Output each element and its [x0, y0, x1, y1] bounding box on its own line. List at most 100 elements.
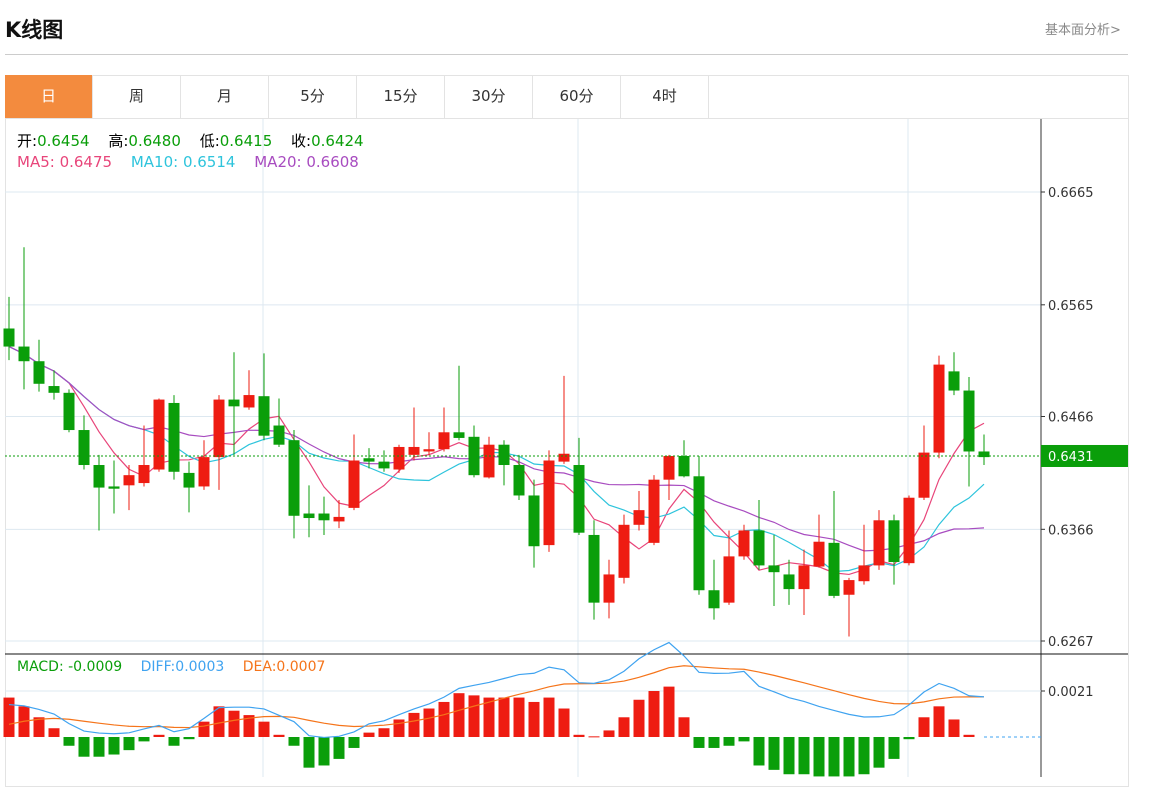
- candle-down: [528, 495, 540, 547]
- macd-bar: [693, 737, 705, 748]
- candle-up: [918, 452, 930, 498]
- tab-month[interactable]: 月: [181, 75, 269, 118]
- macd-bar: [108, 737, 120, 755]
- close-label: 收:: [291, 132, 312, 150]
- macd-bar: [93, 737, 105, 757]
- candle-up: [198, 457, 210, 487]
- candle-up: [138, 465, 150, 484]
- macd-bar: [288, 737, 300, 746]
- candle-down: [288, 440, 300, 516]
- candle-down: [453, 432, 465, 438]
- candle-down: [33, 361, 45, 384]
- candle-up: [618, 524, 630, 578]
- macd-bar: [198, 721, 210, 737]
- page-title: K线图: [5, 18, 64, 42]
- tab-30min[interactable]: 30分: [445, 75, 533, 118]
- candle-down: [363, 458, 375, 462]
- macd-bar: [618, 717, 630, 737]
- macd-bar: [528, 701, 540, 737]
- macd-bar: [543, 697, 555, 737]
- candle-up: [558, 453, 570, 462]
- candle-down: [963, 390, 975, 452]
- macd-bar: [483, 697, 495, 737]
- candle-down: [48, 386, 60, 393]
- macd-bar: [573, 734, 585, 737]
- tab-5min[interactable]: 5分: [269, 75, 357, 118]
- candle-down: [228, 399, 240, 407]
- tab-week[interactable]: 周: [93, 75, 181, 118]
- candle-up: [213, 399, 225, 458]
- candle-up: [603, 574, 615, 603]
- diff-label: DIFF:: [140, 659, 176, 675]
- period-tabs: 日 周 月 5分 15分 30分 60分 4时: [5, 75, 1128, 119]
- macd-bar: [3, 697, 15, 737]
- ohlc-legend: 开:0.6454 高:0.6480 低:0.6415 收:0.6424: [17, 130, 368, 151]
- macd-bar: [558, 708, 570, 737]
- open-value: 0.6454: [37, 132, 90, 150]
- macd-bar: [168, 737, 180, 746]
- price-tick-label: 0.6466: [1048, 411, 1094, 426]
- macd-bar: [648, 691, 660, 737]
- candle-down: [888, 520, 900, 563]
- macd-bar: [138, 737, 150, 742]
- macd-bar: [633, 699, 645, 737]
- macd-bar: [918, 717, 930, 737]
- diff-value: 0.0003: [175, 659, 225, 675]
- candle-down: [3, 328, 15, 347]
- candle-up: [123, 475, 135, 486]
- candle-up: [423, 449, 435, 452]
- macd-bar: [603, 730, 615, 737]
- macd-bar: [393, 719, 405, 737]
- macd-bar: [948, 719, 960, 737]
- candle-up: [348, 460, 360, 508]
- candle-up: [648, 479, 660, 543]
- macd-bar: [768, 737, 780, 770]
- macd-bar: [828, 737, 840, 777]
- candle-up: [243, 395, 255, 408]
- diff-line: [8, 641, 985, 739]
- current-price-label: 0.6431: [1048, 450, 1094, 465]
- candle-up: [813, 541, 825, 567]
- tab-60min[interactable]: 60分: [533, 75, 621, 118]
- candle-up: [933, 364, 945, 453]
- candle-down: [708, 590, 720, 609]
- tab-4hour[interactable]: 4时: [621, 75, 709, 118]
- candle-down: [258, 396, 270, 436]
- macd-bar: [123, 737, 135, 751]
- candle-up: [438, 432, 450, 450]
- macd-bar: [873, 737, 885, 768]
- candle-down: [303, 513, 315, 519]
- macd-bar: [423, 708, 435, 737]
- macd-bar: [78, 737, 90, 757]
- macd-bar: [903, 737, 915, 740]
- macd-bar: [588, 736, 600, 738]
- macd-bar: [723, 737, 735, 746]
- candle-down: [378, 461, 390, 469]
- low-value: 0.6415: [219, 132, 273, 150]
- fundamental-analysis-link[interactable]: 基本面分析>: [1045, 23, 1121, 38]
- macd-bar: [33, 717, 45, 737]
- price-tick-label: 0.6565: [1048, 299, 1094, 314]
- macd-bar: [378, 728, 390, 737]
- macd-bar: [963, 734, 975, 737]
- open-label: 开:: [17, 132, 38, 150]
- ma10-value: MA10: 0.6514: [130, 153, 236, 171]
- divider: [5, 54, 1128, 55]
- ma5-value: MA5: 0.6475: [17, 153, 113, 171]
- candle-down: [513, 465, 525, 496]
- macd-legend: MACD: -0.0009 DIFF:0.0003 DEA:0.0007: [17, 659, 329, 675]
- candle-down: [63, 392, 75, 431]
- tab-15min[interactable]: 15分: [357, 75, 445, 118]
- macd-bar: [798, 737, 810, 775]
- macd-bar: [213, 706, 225, 737]
- candle-down: [678, 455, 690, 477]
- macd-bar: [678, 717, 690, 737]
- candle-up: [798, 565, 810, 590]
- tab-day[interactable]: 日: [5, 75, 93, 118]
- macd-bar: [843, 737, 855, 777]
- candle-down: [18, 346, 30, 362]
- candle-down: [828, 542, 840, 596]
- candle-down: [498, 444, 510, 466]
- candle-down: [693, 476, 705, 591]
